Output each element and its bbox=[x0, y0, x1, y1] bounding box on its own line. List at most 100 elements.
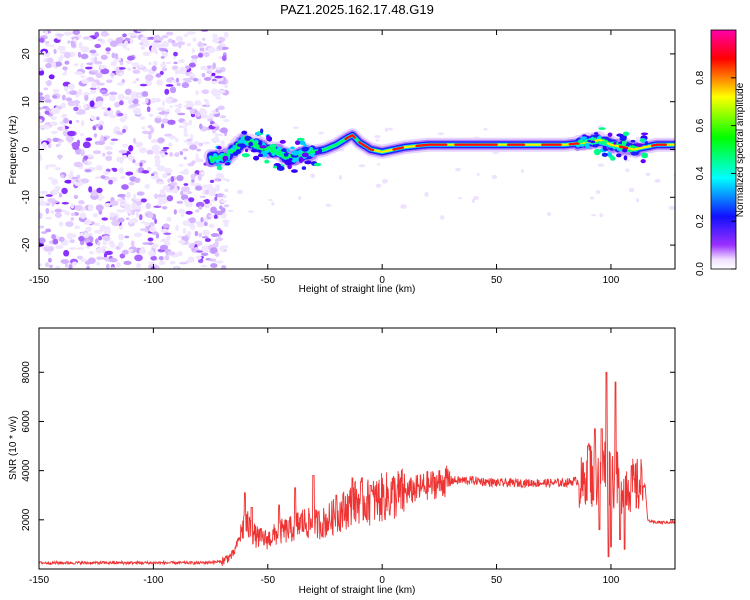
noise-blob bbox=[93, 60, 103, 65]
noise-blob bbox=[114, 53, 119, 60]
ridge-blob bbox=[592, 144, 599, 148]
ridge-blob bbox=[313, 162, 322, 167]
noise-blob bbox=[80, 133, 84, 137]
noise-blob bbox=[87, 38, 94, 41]
noise-blob bbox=[201, 112, 206, 116]
ridge-blob bbox=[298, 156, 304, 163]
noise-blob bbox=[199, 123, 203, 130]
noise-blob bbox=[150, 173, 155, 177]
noise-blob bbox=[162, 223, 170, 229]
noise-blob bbox=[210, 263, 218, 268]
noise-blob bbox=[124, 37, 131, 42]
noise-blob bbox=[472, 195, 479, 201]
noise-blob bbox=[224, 188, 229, 193]
noise-blob bbox=[90, 56, 95, 64]
noise-blob bbox=[184, 100, 194, 104]
noise-blob bbox=[87, 257, 96, 264]
x-tick-label: -50 bbox=[261, 275, 276, 286]
noise-blob bbox=[122, 154, 127, 159]
noise-blob bbox=[166, 216, 172, 222]
noise-blob bbox=[162, 41, 169, 48]
noise-blob bbox=[47, 198, 56, 203]
noise-blob bbox=[93, 222, 100, 226]
ridge-blob bbox=[216, 166, 223, 171]
noise-blob bbox=[55, 245, 64, 250]
noise-blob bbox=[169, 105, 173, 109]
noise-blob bbox=[87, 233, 94, 236]
noise-blob bbox=[147, 82, 153, 85]
ridge-blob bbox=[258, 141, 263, 146]
noise-blob bbox=[223, 204, 230, 208]
noise-blob bbox=[268, 199, 273, 202]
ridge-blob bbox=[287, 163, 292, 170]
noise-blob bbox=[70, 217, 75, 221]
noise-blob bbox=[62, 117, 69, 124]
noise-blob bbox=[158, 199, 162, 207]
noise-blob bbox=[63, 31, 73, 36]
noise-blob bbox=[193, 140, 200, 145]
noise-blob bbox=[219, 245, 226, 252]
noise-blob bbox=[186, 42, 192, 47]
ridge-blob bbox=[577, 139, 584, 144]
snr-x-label: Height of straight line (km) bbox=[299, 585, 416, 596]
noise-blob bbox=[175, 107, 181, 114]
noise-blob bbox=[105, 51, 111, 55]
noise-blob bbox=[183, 133, 189, 137]
noise-blob bbox=[104, 250, 113, 255]
noise-blob bbox=[200, 252, 209, 257]
noise-blob bbox=[99, 65, 105, 70]
snr-series-line bbox=[39, 371, 675, 566]
noise-blob bbox=[159, 188, 166, 196]
y-tick-label: 8000 bbox=[21, 361, 32, 384]
noise-blob bbox=[188, 73, 196, 79]
noise-blob bbox=[153, 150, 161, 155]
noise-blob bbox=[177, 41, 186, 46]
noise-blob bbox=[44, 262, 50, 268]
ridge-blob bbox=[636, 143, 643, 147]
noise-blob bbox=[200, 65, 208, 71]
noise-blob bbox=[126, 191, 131, 199]
noise-blob bbox=[158, 260, 166, 266]
noise-blob bbox=[194, 230, 199, 237]
noise-blob bbox=[44, 94, 50, 100]
noise-blob bbox=[54, 212, 62, 218]
noise-blob bbox=[147, 237, 154, 242]
noise-blob bbox=[175, 77, 180, 83]
noise-blob bbox=[142, 51, 150, 56]
noise-blob bbox=[203, 221, 208, 227]
noise-blob bbox=[338, 174, 343, 180]
noise-blob bbox=[186, 31, 196, 35]
noise-blob bbox=[162, 146, 170, 150]
noise-blob bbox=[120, 176, 126, 179]
noise-blob bbox=[52, 238, 59, 245]
spectrogram-y-ticks: -20 -10 0 10 20 bbox=[21, 48, 675, 252]
noise-blob bbox=[39, 69, 45, 76]
spectrogram-x-label: Height of straight line (km) bbox=[299, 284, 416, 295]
noise-blob bbox=[165, 31, 174, 36]
noise-blob bbox=[146, 167, 152, 172]
ridge-blob bbox=[640, 132, 649, 136]
ridge-blob bbox=[291, 169, 298, 173]
noise-blob bbox=[598, 163, 605, 167]
ridge-blob bbox=[298, 140, 306, 145]
x-tick-label: -100 bbox=[143, 275, 163, 286]
noise-blob bbox=[186, 231, 192, 237]
noise-blob bbox=[221, 55, 227, 62]
noise-blob bbox=[122, 33, 127, 38]
noise-blob bbox=[195, 90, 199, 96]
noise-blob bbox=[197, 77, 202, 85]
noise-blob bbox=[108, 179, 113, 185]
noise-blob bbox=[144, 221, 150, 227]
noise-blob bbox=[223, 221, 229, 227]
noise-blob bbox=[47, 251, 52, 256]
noise-blob bbox=[388, 127, 393, 131]
noise-blob bbox=[298, 196, 302, 200]
noise-blob bbox=[58, 236, 65, 242]
noise-blob bbox=[189, 144, 198, 151]
noise-blob bbox=[72, 261, 78, 266]
noise-blob bbox=[179, 261, 188, 265]
noise-blob bbox=[211, 80, 219, 84]
noise-blob bbox=[116, 261, 121, 269]
noise-blob bbox=[187, 218, 195, 221]
noise-blob bbox=[114, 126, 121, 132]
